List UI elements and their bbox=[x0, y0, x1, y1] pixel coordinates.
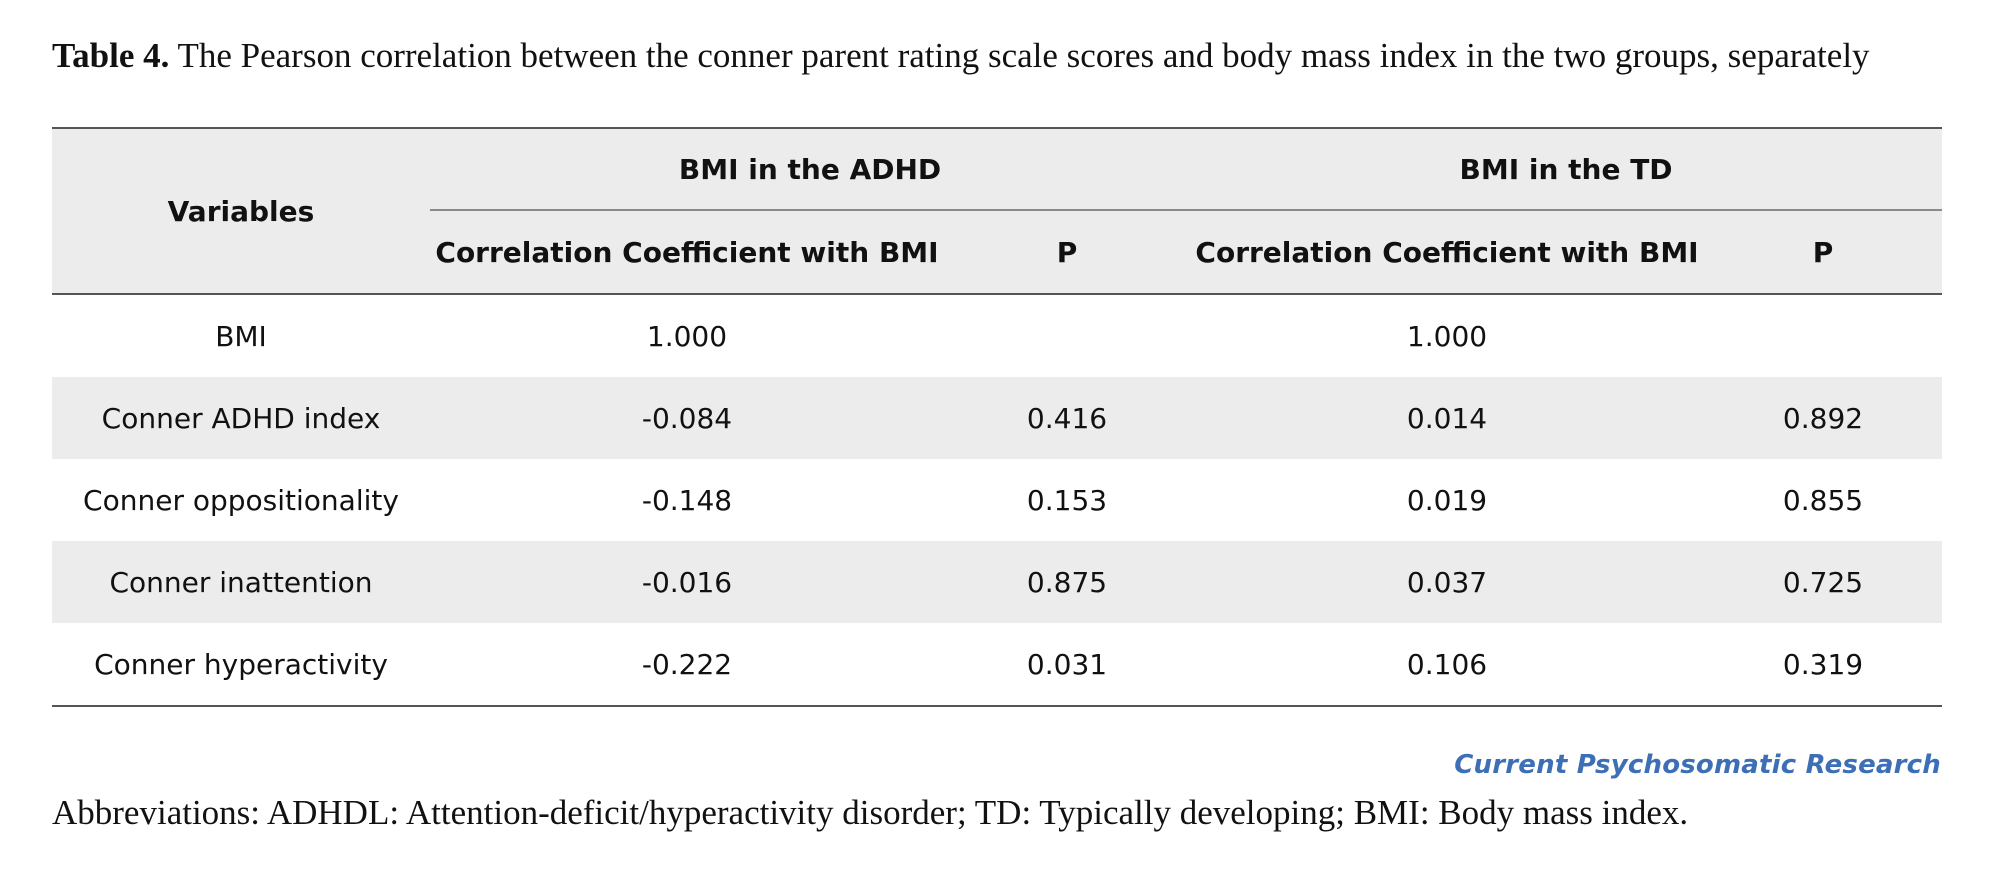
variable-cell: Conner hyperactivity bbox=[52, 623, 430, 707]
adhd-coef-cell: -0.148 bbox=[641, 483, 733, 517]
adhd-p-cell bbox=[944, 294, 1190, 377]
table-caption: Table 4. The Pearson correlation between… bbox=[52, 30, 1870, 82]
adhd-p-cell: 0.153 bbox=[1026, 483, 1108, 517]
adhd-coef-cell: 1.000 bbox=[646, 319, 728, 353]
td-coef-cell: 0.037 bbox=[1406, 565, 1488, 599]
correlation-table: Variables BMI in the ADHD BMI in the TD … bbox=[52, 127, 1943, 707]
td-p-cell: 0.892 bbox=[1782, 401, 1864, 435]
td-coef-cell: 1.000 bbox=[1406, 319, 1488, 353]
td-p-cell bbox=[1704, 294, 1942, 377]
table-row: Conner ADHD index -0.084 0.416 0.014 0.8… bbox=[52, 377, 1943, 459]
journal-brand-mark: Current Psychosomatic Research bbox=[1454, 750, 1941, 780]
adhd-p-cell: 0.875 bbox=[1026, 565, 1108, 599]
td-p-cell: 0.319 bbox=[1704, 623, 1943, 707]
td-coef-cell: 0.014 bbox=[1406, 401, 1488, 435]
td-coef-cell: 0.019 bbox=[1406, 483, 1488, 517]
td-p-cell: 0.855 bbox=[1782, 483, 1864, 517]
td-coef-cell: 0.106 bbox=[1190, 623, 1705, 707]
adhd-coef-cell: -0.016 bbox=[641, 565, 733, 599]
table-footnote: Abbreviations: ADHDL: Attention-deficit/… bbox=[52, 793, 1689, 832]
td-coef-header: Correlation Coefficient with BMI bbox=[1190, 210, 1705, 295]
adhd-coef-cell: -0.084 bbox=[641, 401, 733, 435]
table-row: Conner hyperactivity -0.222 0.031 0.106 … bbox=[52, 623, 1943, 707]
variable-cell: Conner ADHD index bbox=[101, 401, 381, 435]
td-p-header: P bbox=[1704, 210, 1943, 295]
adhd-coef-cell: -0.222 bbox=[430, 623, 944, 707]
variables-header: Variables bbox=[52, 128, 430, 295]
table-header-row-columns: Correlation Coefficient with BMI P Corre… bbox=[52, 210, 1943, 295]
variable-cell: Conner oppositionality bbox=[83, 483, 399, 517]
table-caption-label: Table 4. bbox=[52, 36, 170, 75]
table-row: Conner oppositionality -0.148 0.153 0.01… bbox=[52, 459, 1942, 541]
adhd-coef-header: Correlation Coefficient with BMI bbox=[430, 210, 944, 295]
variable-cell: Conner inattention bbox=[109, 565, 373, 599]
adhd-p-cell: 0.416 bbox=[1026, 401, 1108, 435]
table-caption-text: The Pearson correlation between the conn… bbox=[169, 36, 1870, 75]
table-row: Conner inattention -0.016 0.875 0.037 0.… bbox=[52, 541, 1943, 623]
adhd-p-cell: 0.031 bbox=[944, 623, 1191, 707]
table-header: Variables BMI in the ADHD BMI in the TD … bbox=[52, 128, 1943, 295]
adhd-p-header: P bbox=[944, 210, 1191, 295]
table-body: BMI 1.000 1.000 Conner ADHD index -0.084… bbox=[52, 294, 1943, 707]
group-header-td: BMI in the TD bbox=[1190, 128, 1943, 211]
table-row: BMI 1.000 1.000 bbox=[52, 294, 1942, 377]
td-p-cell: 0.725 bbox=[1782, 565, 1864, 599]
table-header-row-groups: Variables BMI in the ADHD BMI in the TD bbox=[52, 128, 1943, 295]
group-header-adhd: BMI in the ADHD bbox=[430, 128, 1191, 211]
variable-cell: BMI bbox=[215, 319, 267, 353]
